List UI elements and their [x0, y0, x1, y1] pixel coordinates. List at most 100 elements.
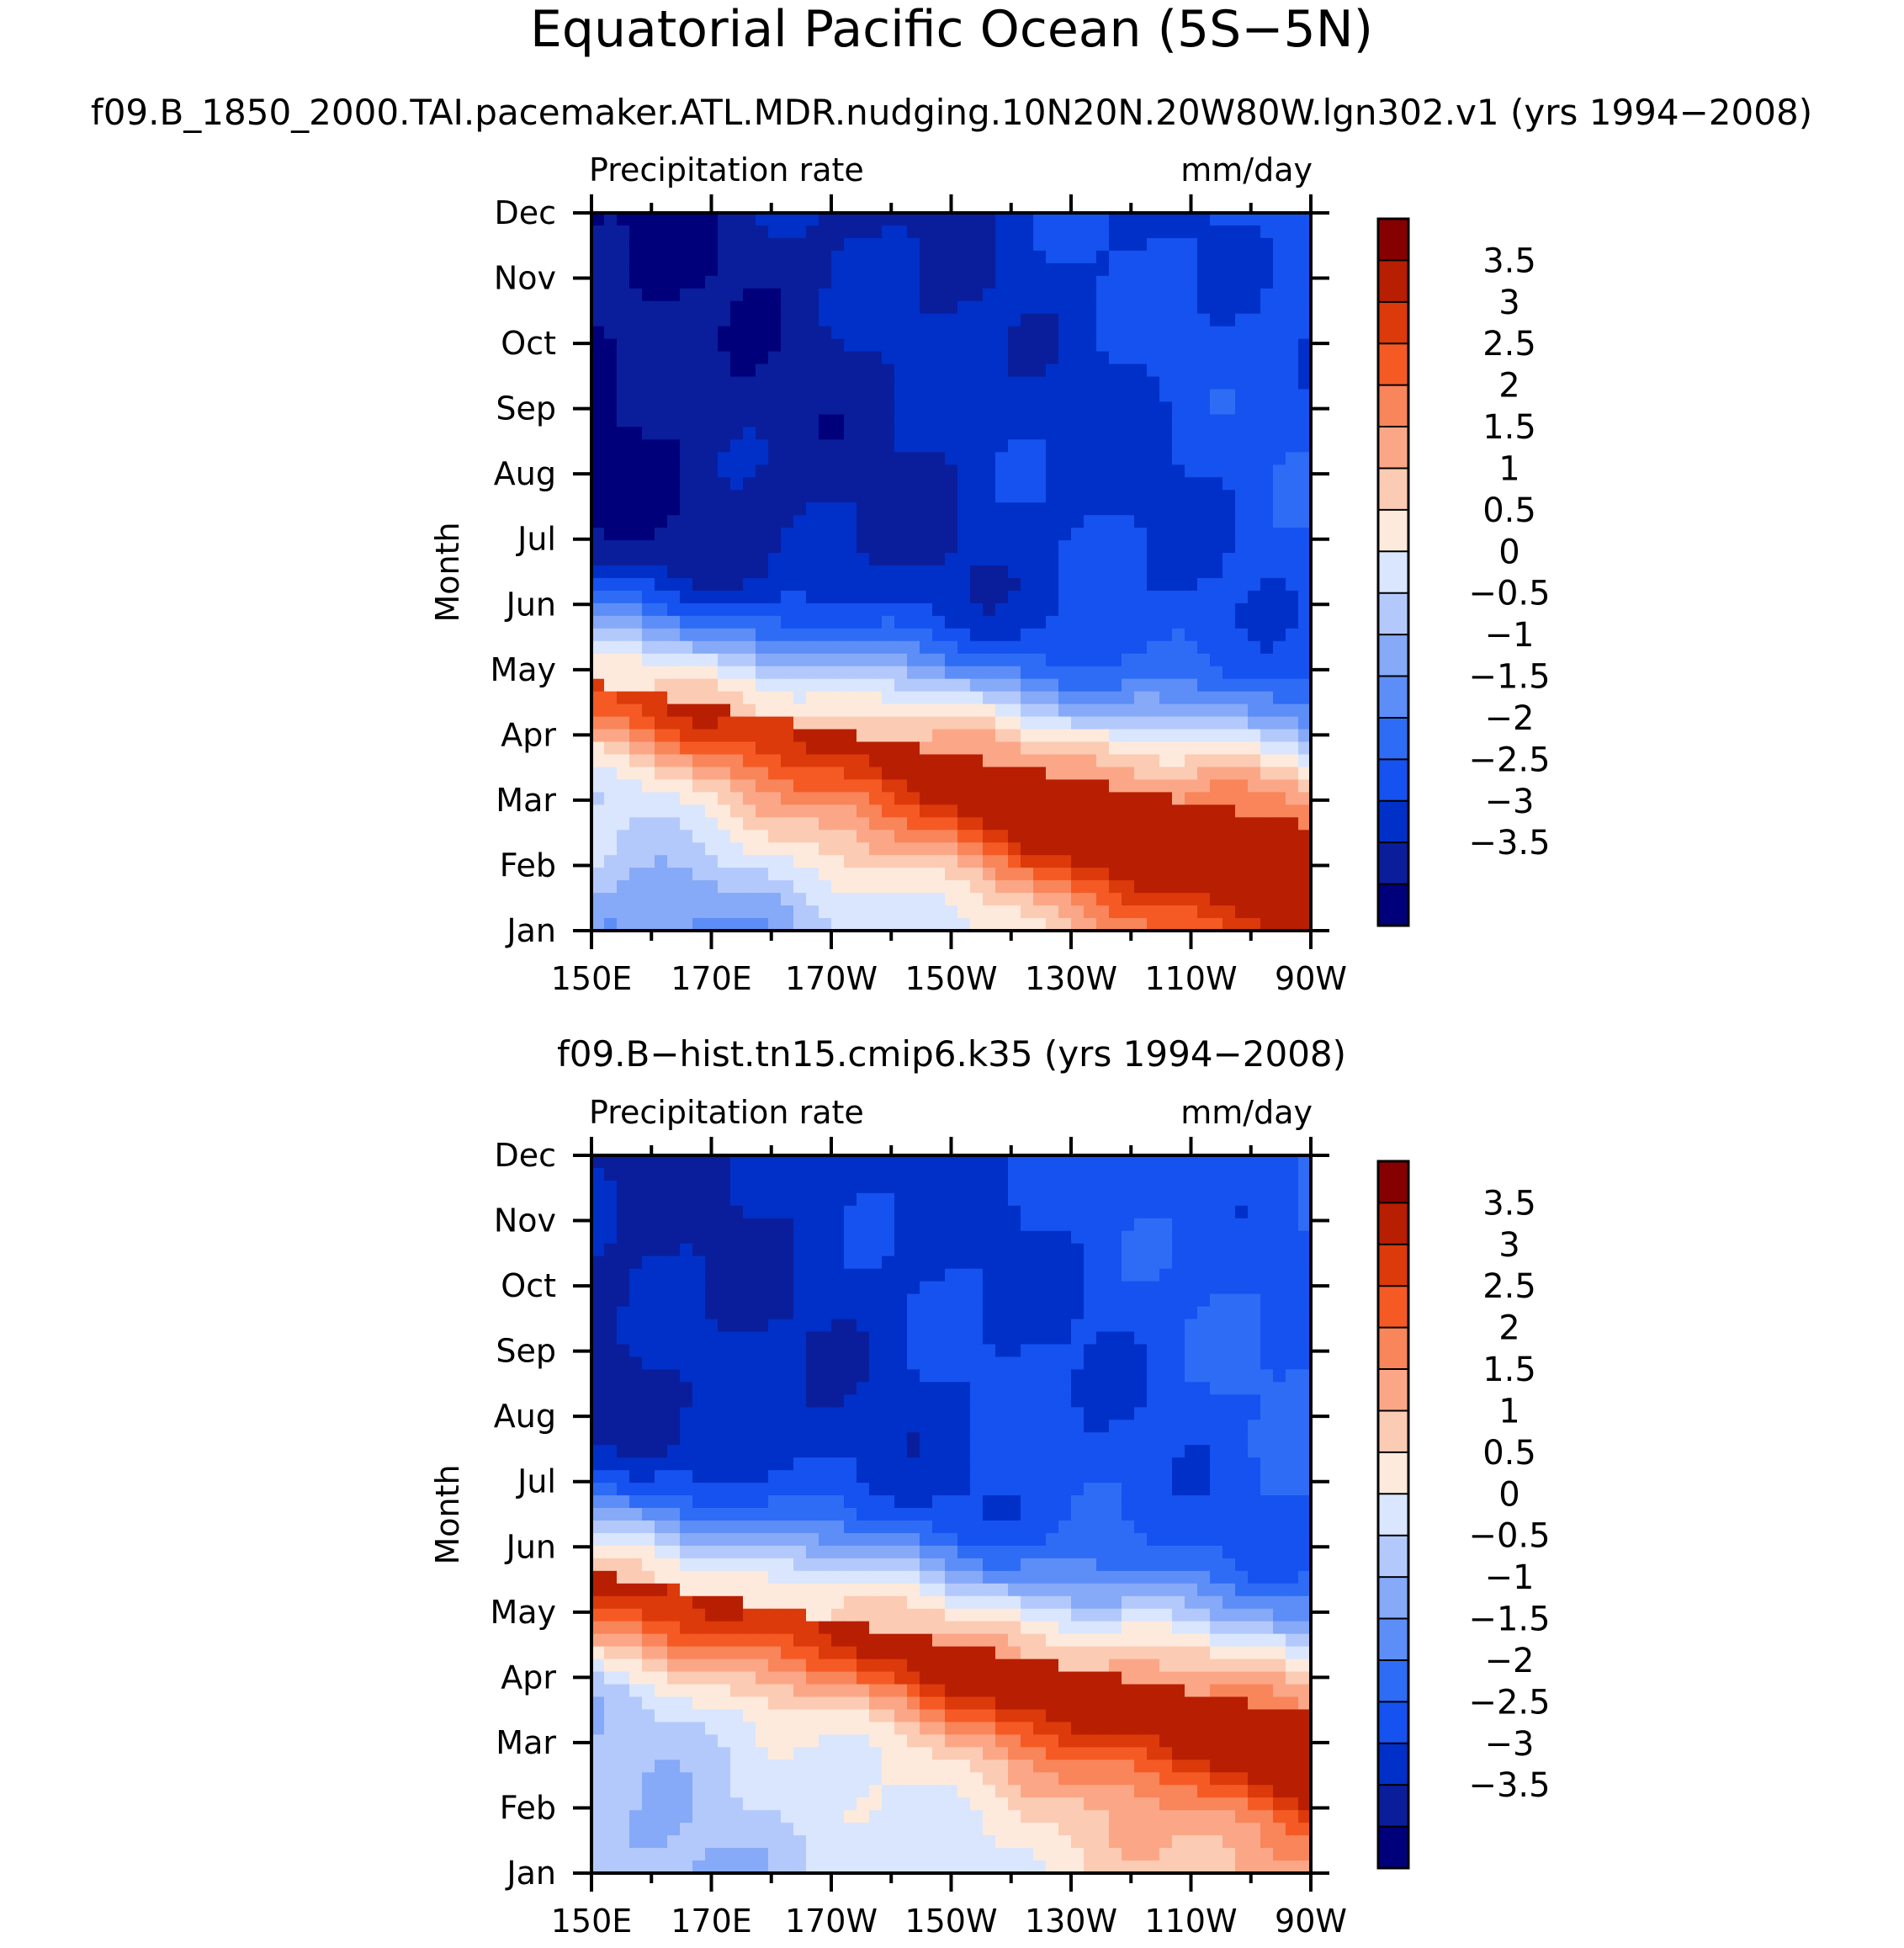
contour-cell	[1222, 351, 1236, 365]
contour-cell	[1134, 1230, 1148, 1245]
colorbar-swatch	[1378, 842, 1408, 885]
contour-cell	[756, 602, 769, 617]
contour-cell	[920, 905, 933, 919]
contour-cell	[1033, 1243, 1047, 1257]
contour-cell	[806, 868, 819, 881]
contour-cell	[1071, 868, 1085, 881]
contour-cell	[1008, 1382, 1021, 1395]
contour-cell	[907, 653, 920, 667]
contour-cell	[1172, 716, 1185, 730]
contour-cell	[882, 1192, 895, 1207]
contour-cell	[1046, 792, 1059, 805]
contour-cell	[743, 577, 756, 592]
contour-cell	[869, 326, 883, 340]
contour-cell	[591, 1344, 605, 1358]
contour-cell	[970, 515, 984, 528]
contour-cell	[617, 1420, 630, 1433]
contour-cell	[894, 653, 908, 667]
contour-cell	[1122, 540, 1135, 554]
contour-cell	[1021, 1331, 1034, 1346]
contour-cell	[617, 288, 630, 302]
contour-cell	[730, 1445, 744, 1458]
contour-cell	[680, 1281, 693, 1295]
contour-cell	[756, 528, 769, 541]
contour-cell	[617, 326, 630, 340]
contour-cell	[743, 893, 756, 906]
contour-cell	[1260, 401, 1274, 416]
contour-cell	[957, 1457, 971, 1471]
contour-cell	[591, 326, 605, 340]
contour-cell	[1033, 326, 1047, 340]
contour-cell	[1197, 389, 1211, 403]
contour-cell	[882, 615, 895, 629]
panel-2-title: f09.B−hist.tn15.cmip6.k35 (yrs 1994−2008…	[557, 1033, 1346, 1075]
contour-cell	[756, 389, 769, 403]
contour-cell	[667, 602, 681, 617]
contour-cell	[995, 1306, 1009, 1320]
contour-cell	[1159, 452, 1173, 465]
contour-cell	[920, 213, 933, 226]
contour-cell	[756, 515, 769, 528]
contour-cell	[1273, 1218, 1286, 1232]
contour-cell	[907, 565, 920, 579]
contour-cell	[869, 351, 883, 365]
contour-cell	[1122, 577, 1135, 592]
contour-cell	[692, 300, 706, 315]
contour-cell	[831, 615, 845, 629]
contour-cell	[730, 263, 744, 277]
contour-cell	[642, 452, 655, 465]
contour-cell	[1134, 364, 1148, 378]
contour-cell	[1122, 678, 1135, 693]
contour-cell	[957, 452, 971, 465]
contour-cell	[1084, 767, 1097, 781]
contour-cell	[1058, 1155, 1072, 1169]
contour-cell	[1084, 640, 1097, 655]
contour-cell	[667, 1407, 681, 1420]
contour-cell	[970, 602, 984, 617]
contour-cell	[1298, 842, 1312, 856]
contour-cell	[604, 868, 618, 881]
contour-cell	[844, 464, 857, 478]
contour-cell	[1248, 376, 1261, 390]
contour-cell	[1096, 1192, 1110, 1207]
contour-cell	[1286, 1319, 1299, 1333]
contour-cell	[1021, 351, 1034, 365]
contour-cell	[819, 640, 832, 655]
contour-cell	[1172, 225, 1185, 239]
contour-cell	[1058, 767, 1072, 781]
contour-cell	[806, 703, 819, 718]
contour-cell	[882, 1268, 895, 1282]
contour-cell	[655, 640, 668, 655]
contour-cell	[642, 640, 655, 655]
contour-cell	[793, 1268, 807, 1282]
contour-cell	[995, 577, 1009, 592]
contour-cell	[1273, 792, 1286, 805]
contour-cell	[781, 666, 794, 680]
contour-cell	[1210, 1306, 1223, 1320]
contour-cell	[970, 1230, 984, 1245]
contour-cell	[857, 1218, 870, 1232]
contour-cell	[730, 502, 744, 516]
contour-cell	[970, 779, 984, 793]
contour-cell	[869, 1167, 883, 1181]
contour-cell	[857, 1167, 870, 1181]
contour-cell	[591, 351, 605, 365]
contour-cell	[1071, 250, 1085, 264]
contour-cell	[1235, 1230, 1249, 1245]
contour-cell	[1197, 502, 1211, 516]
contour-cell	[617, 703, 630, 718]
contour-cell	[730, 540, 744, 554]
contour-cell	[1260, 1180, 1274, 1194]
contour-cell	[1172, 1420, 1185, 1433]
contour-cell	[756, 490, 769, 503]
contour-cell	[957, 918, 971, 932]
contour-cell	[1033, 1205, 1047, 1219]
contour-cell	[957, 905, 971, 919]
contour-cell	[1260, 1420, 1274, 1433]
contour-cell	[1273, 1319, 1286, 1333]
contour-cell	[995, 1155, 1009, 1169]
contour-cell	[1210, 1382, 1223, 1395]
contour-cell	[819, 1255, 832, 1270]
contour-cell	[957, 1432, 971, 1446]
contour-cell	[718, 1167, 731, 1181]
